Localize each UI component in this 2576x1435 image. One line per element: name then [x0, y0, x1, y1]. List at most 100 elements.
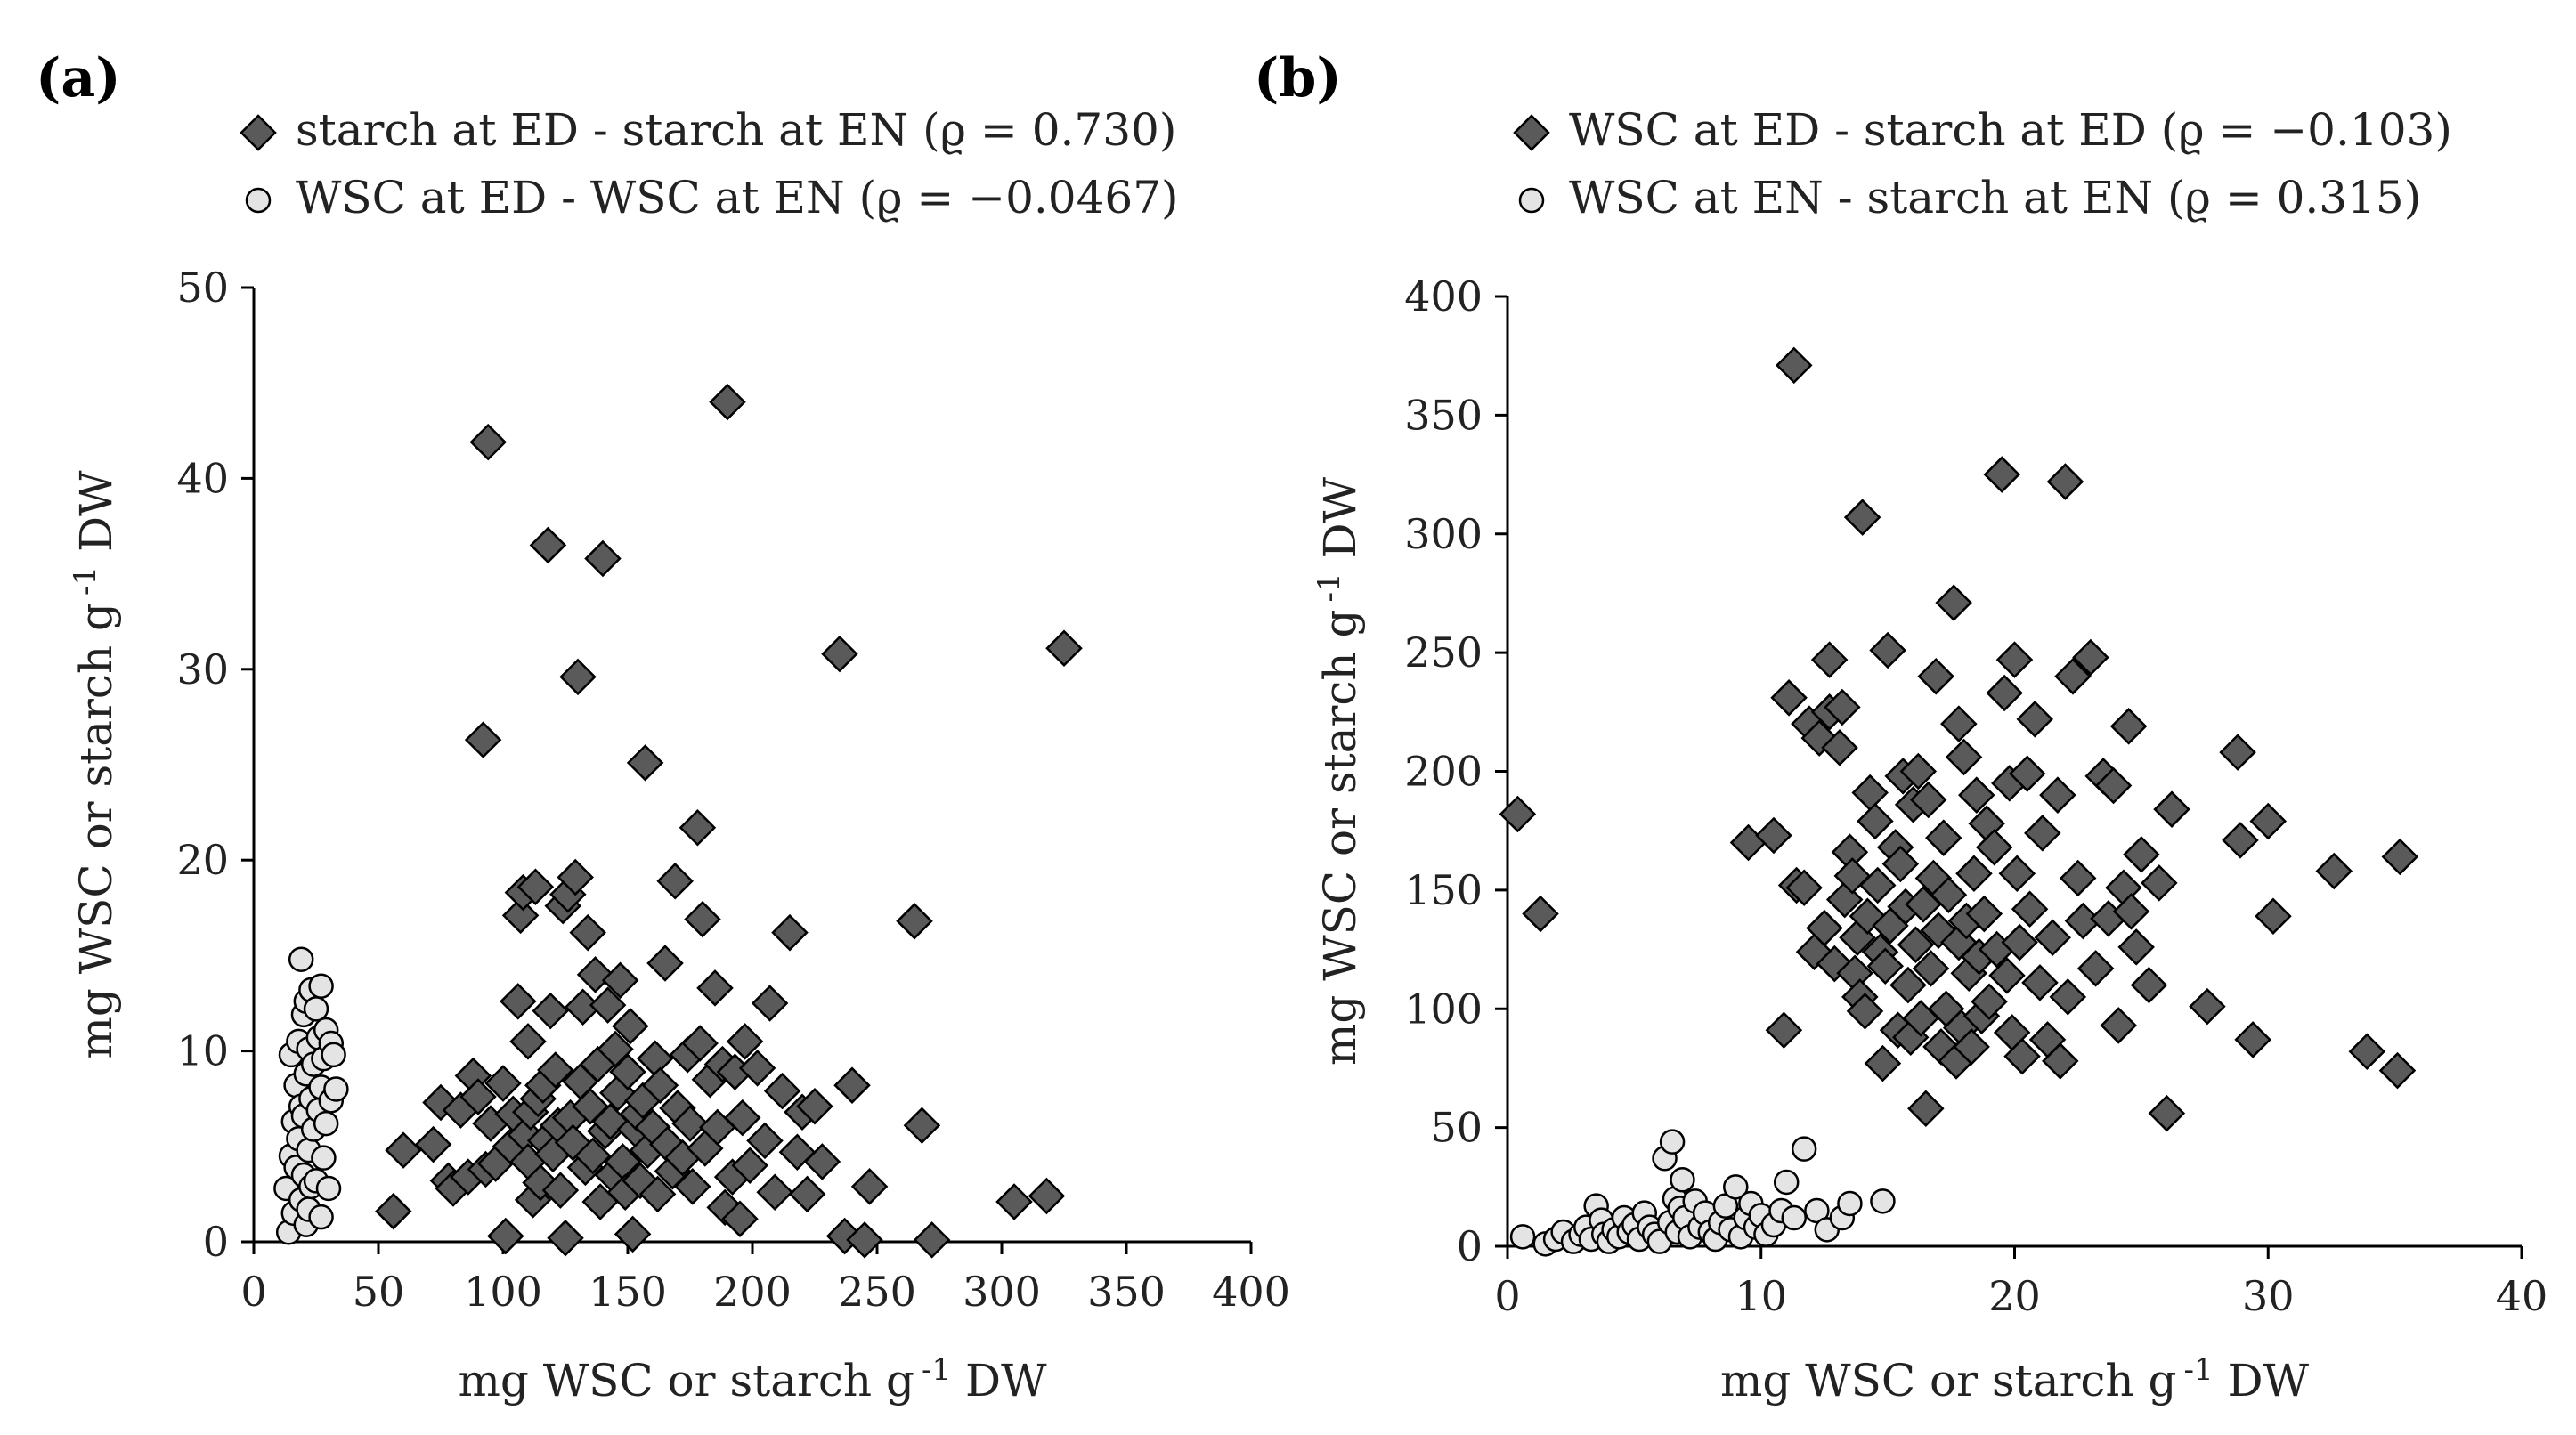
data-point-diamond [529, 526, 567, 564]
data-point-diamond [1522, 895, 1559, 933]
data-point-diamond [557, 858, 594, 896]
data-point-diamond [2381, 838, 2419, 876]
data-point-diamond [2041, 1042, 2079, 1080]
data-point-diamond [501, 896, 540, 935]
data-point-circle [321, 1042, 346, 1068]
data-point-diamond [1965, 895, 2003, 933]
data-point-diamond [1995, 641, 2034, 678]
data-point-diamond [1775, 346, 1813, 385]
data-point-diamond [1806, 909, 1843, 947]
data-point-diamond [821, 635, 858, 673]
y-tick-label: 50 [176, 263, 229, 312]
data-point-diamond [1889, 966, 1927, 1004]
x-tick-label: 250 [838, 1268, 916, 1316]
data-point-diamond [626, 744, 664, 782]
data-point-diamond [1843, 499, 1881, 536]
x-tick-label: 50 [353, 1268, 405, 1316]
data-point-diamond [484, 1065, 522, 1102]
series-diamond-points [1499, 346, 2419, 1132]
data-point-diamond [1899, 752, 1938, 790]
data-point-diamond [2094, 766, 2133, 805]
data-point-diamond [656, 863, 694, 900]
data-point-diamond [1971, 983, 2008, 1021]
data-point-diamond [2153, 790, 2190, 828]
data-point-diamond [1975, 829, 2013, 866]
data-point-diamond [696, 969, 734, 1007]
data-point-diamond [1045, 629, 1083, 667]
data-point-circle [1723, 1174, 1749, 1200]
legend-entry: starch at ED - starch at EN (ϱ = 0.730) [296, 104, 1176, 156]
data-point-diamond [1940, 705, 1978, 742]
data-point-diamond [738, 1050, 776, 1087]
data-point-diamond [2011, 890, 2049, 928]
x-axis-label-main: mg WSC or starch g [1720, 1355, 2177, 1407]
data-point-diamond [2109, 708, 2148, 745]
y-tick-label: 350 [1404, 391, 1483, 439]
data-point-diamond [1858, 866, 1897, 904]
y-tick-label: 20 [176, 836, 229, 884]
x-tick-label: 150 [589, 1268, 667, 1316]
data-point-circle [308, 1204, 334, 1230]
y-tick-label: 50 [1430, 1104, 1483, 1152]
data-point-diamond [1909, 781, 1947, 819]
data-point-diamond [1755, 816, 1792, 855]
x-tick-label: 300 [963, 1268, 1041, 1316]
data-point-diamond [1917, 658, 1954, 695]
data-point-diamond [2059, 859, 2097, 897]
x-axis-label: mg WSC or starch g -1 DW [458, 1352, 1047, 1407]
data-point-diamond [756, 1173, 793, 1212]
data-point-circle [1659, 1129, 1686, 1155]
data-point-diamond [2219, 734, 2256, 771]
data-point-diamond [532, 992, 569, 1030]
data-point-diamond [1930, 876, 1968, 913]
data-point-diamond [2008, 755, 2046, 792]
data-point-diamond [559, 658, 597, 696]
data-point-diamond [833, 1066, 871, 1104]
x-tick-label: 0 [240, 1268, 266, 1316]
data-point-diamond [995, 1183, 1033, 1220]
x-tick-label: 400 [1212, 1268, 1290, 1316]
legend-entry: WSC at ED - starch at ED (ϱ = −0.103) [1569, 104, 2452, 156]
data-point-circle [1509, 1224, 1536, 1250]
data-point-diamond [788, 1175, 826, 1213]
data-point-diamond [684, 900, 721, 938]
data-point-diamond [1945, 738, 1983, 776]
data-point-circle [303, 996, 329, 1022]
data-point-diamond [2054, 658, 2092, 695]
legend-entry: WSC at EN - starch at EN (ϱ = 0.315) [1569, 172, 2421, 223]
panel-label: (a) [36, 47, 121, 109]
data-point-diamond [641, 1066, 679, 1104]
data-point-diamond [589, 986, 627, 1024]
data-point-diamond [846, 1221, 883, 1259]
data-point-diamond [671, 1105, 709, 1142]
y-axis-label: mg WSC or starch g -1 DW [68, 470, 122, 1059]
data-point-diamond [1912, 950, 1950, 987]
x-axis-label-main: mg WSC or starch g [458, 1355, 914, 1407]
data-point-diamond [1897, 926, 1935, 963]
data-point-diamond [731, 1147, 768, 1185]
legend-entry: WSC at ED - WSC at EN (ϱ = −0.0467) [296, 172, 1179, 223]
series-circle-points [1509, 1129, 1896, 1257]
data-point-diamond [2148, 1094, 2186, 1132]
data-point-diamond [1785, 869, 1823, 906]
data-point-diamond [638, 1175, 677, 1213]
y-axis-label: mg WSC or starch g -1 DW [1312, 476, 1366, 1066]
data-point-diamond [1851, 774, 1889, 812]
data-point-diamond [537, 1051, 574, 1089]
y-axis-label-unit: DW [1314, 476, 1366, 572]
data-point-diamond [2141, 864, 2178, 902]
data-point-diamond [385, 1131, 422, 1169]
x-axis-label-unit: DW [2214, 1355, 2310, 1407]
data-point-circle [1781, 1204, 1808, 1231]
panel-label: (b) [1254, 47, 1342, 109]
data-point-diamond [1810, 641, 1849, 678]
y-tick-label: 100 [1404, 985, 1483, 1033]
data-point-diamond [1955, 855, 1993, 892]
x-axis-label: mg WSC or starch g -1 DW [1720, 1352, 2310, 1407]
data-point-diamond [913, 1221, 951, 1259]
x-tick-label: 20 [1988, 1272, 2041, 1320]
data-point-diamond [2130, 966, 2168, 1004]
y-axis-label-superscript: -1 [1312, 572, 1347, 602]
